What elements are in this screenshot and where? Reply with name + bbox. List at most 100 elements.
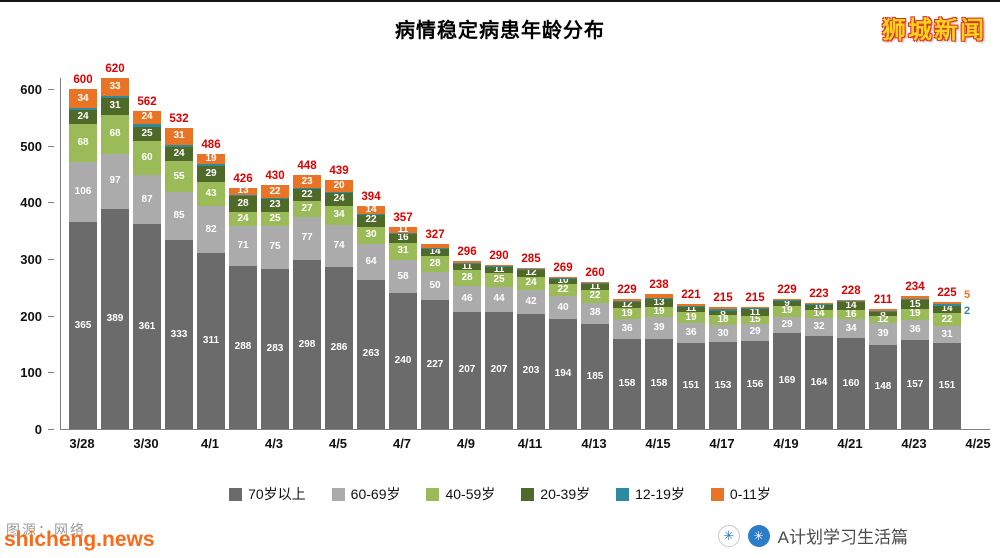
bar-segment <box>517 269 545 270</box>
bar-total-label: 430 <box>265 170 285 183</box>
bar-segment <box>421 247 449 249</box>
bar-segment: 40 <box>549 296 577 320</box>
bar-segment: 151 <box>677 343 705 429</box>
bar-segment: 311 <box>197 252 225 429</box>
bar-segment <box>165 145 193 148</box>
bar-total-label: 228 <box>841 284 861 297</box>
y-axis-label: 600 <box>20 82 42 97</box>
bar-segment: 39 <box>645 317 673 340</box>
x-axis-label: 4/5 <box>328 436 348 451</box>
segment-value-label: 158 <box>650 378 668 390</box>
segment-value-label: 156 <box>746 378 764 390</box>
bar-segment <box>101 96 129 98</box>
watermark-shicheng: shicheng.news <box>4 528 155 551</box>
x-axis-label: 4/1 <box>200 436 220 451</box>
bar-segment: 28 <box>421 256 449 273</box>
segment-value-label: 28 <box>461 271 473 283</box>
segment-value-label: 13 <box>237 185 249 197</box>
bar-segment: 203 <box>517 313 545 429</box>
bar-segment: 34 <box>837 319 865 339</box>
bar-segment: 39 <box>869 323 897 346</box>
segment-value-label: 30 <box>717 327 729 339</box>
bar-segment <box>805 303 833 305</box>
bar-segment: 288 <box>229 265 257 429</box>
bar-segment: 29 <box>741 324 769 341</box>
bar-segment: 158 <box>645 339 673 429</box>
bar-segment <box>549 276 577 278</box>
bar-segment: 36 <box>901 319 929 341</box>
x-axis-label: 4/7 <box>392 436 412 451</box>
bar-segment <box>741 308 769 310</box>
segment-value-label: 71 <box>237 239 249 251</box>
bar-segment: 20 <box>325 180 353 192</box>
bar-segment: 33 <box>101 77 129 97</box>
segment-value-label: 77 <box>301 232 313 244</box>
segment-value-label: 2 <box>964 304 971 317</box>
segment-value-label: 43 <box>205 188 217 200</box>
bar-segment <box>837 299 865 301</box>
segment-value-label: 22 <box>557 284 569 296</box>
segment-value-label: 12 <box>877 313 889 325</box>
bar-segment <box>773 300 801 301</box>
segment-value-label: 68 <box>109 128 121 140</box>
bar-segment <box>581 283 609 284</box>
bar-segment: 14 <box>837 300 865 312</box>
bar-segment: 19 <box>677 312 705 324</box>
segment-value-label: 14 <box>845 300 857 312</box>
segment-value-label: 5 <box>964 288 971 301</box>
chart-title: 病情稳定病患年龄分布 <box>395 20 605 42</box>
segment-value-label: 14 <box>813 307 825 319</box>
bar-segment: 169 <box>773 333 801 429</box>
bar-segment: 22 <box>357 214 385 227</box>
bar-segment: 106 <box>69 162 97 223</box>
segment-value-label: 27 <box>301 202 313 214</box>
bar-segment: 8 <box>869 308 897 318</box>
segment-value-label: 22 <box>269 185 281 197</box>
segment-value-label: 14 <box>941 303 953 315</box>
segment-value-label: 58 <box>397 270 409 282</box>
segment-value-label: 25 <box>269 213 281 225</box>
segment-value-label: 16 <box>845 308 857 320</box>
bar-total-label: 448 <box>297 160 317 173</box>
legend-item-1: 60-69岁 <box>331 484 401 504</box>
footer-brand: ✳ ✳ A计划学习生活篇 <box>717 523 908 548</box>
segment-value-label: 22 <box>941 313 953 325</box>
image-source-text: 图源：网络 <box>6 522 86 538</box>
legend-swatch <box>331 487 345 501</box>
segment-value-label: 38 <box>589 307 601 319</box>
bar-segment: 29 <box>773 316 801 334</box>
bar-segment: 27 <box>293 201 321 217</box>
brand-logo: 狮城新闻 <box>882 17 986 44</box>
segment-value-label: 46 <box>461 292 473 304</box>
bar-4-11: 203 42 24 12 285 <box>517 253 545 429</box>
bar-total-label: 327 <box>425 228 445 241</box>
y-axis-label: 500 <box>20 138 42 154</box>
bar-segment: 22 <box>293 188 321 202</box>
bar-segment: 13 <box>645 297 673 307</box>
y-axis-label: 400 <box>20 195 42 211</box>
y-axis-tickmark <box>48 429 54 430</box>
segment-value-label: 85 <box>173 210 185 222</box>
bar-segment: 31 <box>389 242 417 261</box>
bar-segment <box>677 303 705 306</box>
segment-value-label: 263 <box>362 348 380 360</box>
x-axis-label: 3/30 <box>133 436 159 451</box>
legend-item-2: 40-59岁 <box>426 484 495 504</box>
bar-segment: 24 <box>133 110 161 125</box>
segment-value-label: 19 <box>621 307 633 319</box>
bar-total-label: 223 <box>809 287 829 300</box>
legend-label: 12-19岁 <box>635 486 685 502</box>
bar-segment: 24 <box>325 192 353 206</box>
x-axis-label: 4/21 <box>837 436 863 451</box>
legend-label: 60-69岁 <box>350 486 401 502</box>
bar-segment: 10 <box>805 302 833 312</box>
bar-segment: 2 <box>933 304 970 316</box>
bar-total-label: 439 <box>329 165 349 178</box>
y-axis-tickmark <box>48 315 54 317</box>
bar-total-label: 290 <box>489 249 509 262</box>
segment-value-label: 31 <box>173 130 185 142</box>
segment-value-label: 11 <box>397 223 409 235</box>
bar-segment: 28 <box>229 196 257 212</box>
bar-total-label: 357 <box>393 211 413 224</box>
bar-segment: 11 <box>389 223 417 235</box>
